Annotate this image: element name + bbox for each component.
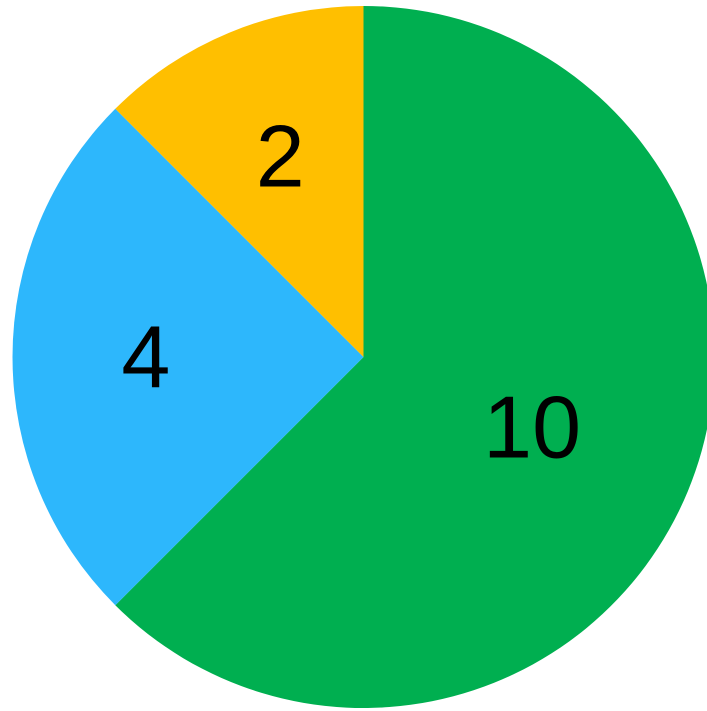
pie-label-2: 2 bbox=[256, 106, 305, 205]
pie-slices bbox=[12, 6, 707, 708]
pie-slice-4 bbox=[12, 108, 364, 606]
pie-slice-2 bbox=[115, 6, 364, 357]
pie-slice-10 bbox=[115, 6, 707, 708]
pie-label-4: 4 bbox=[121, 308, 170, 407]
pie-labels: 10 4 2 bbox=[121, 106, 581, 476]
pie-label-10: 10 bbox=[483, 377, 581, 476]
